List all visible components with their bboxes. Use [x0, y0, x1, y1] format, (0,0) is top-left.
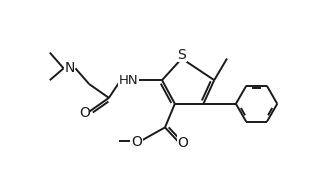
Text: S: S	[177, 48, 186, 62]
Text: N: N	[64, 61, 75, 75]
Text: HN: HN	[119, 74, 138, 87]
Text: O: O	[177, 136, 188, 150]
Text: O: O	[131, 135, 142, 149]
Text: O: O	[79, 106, 90, 120]
